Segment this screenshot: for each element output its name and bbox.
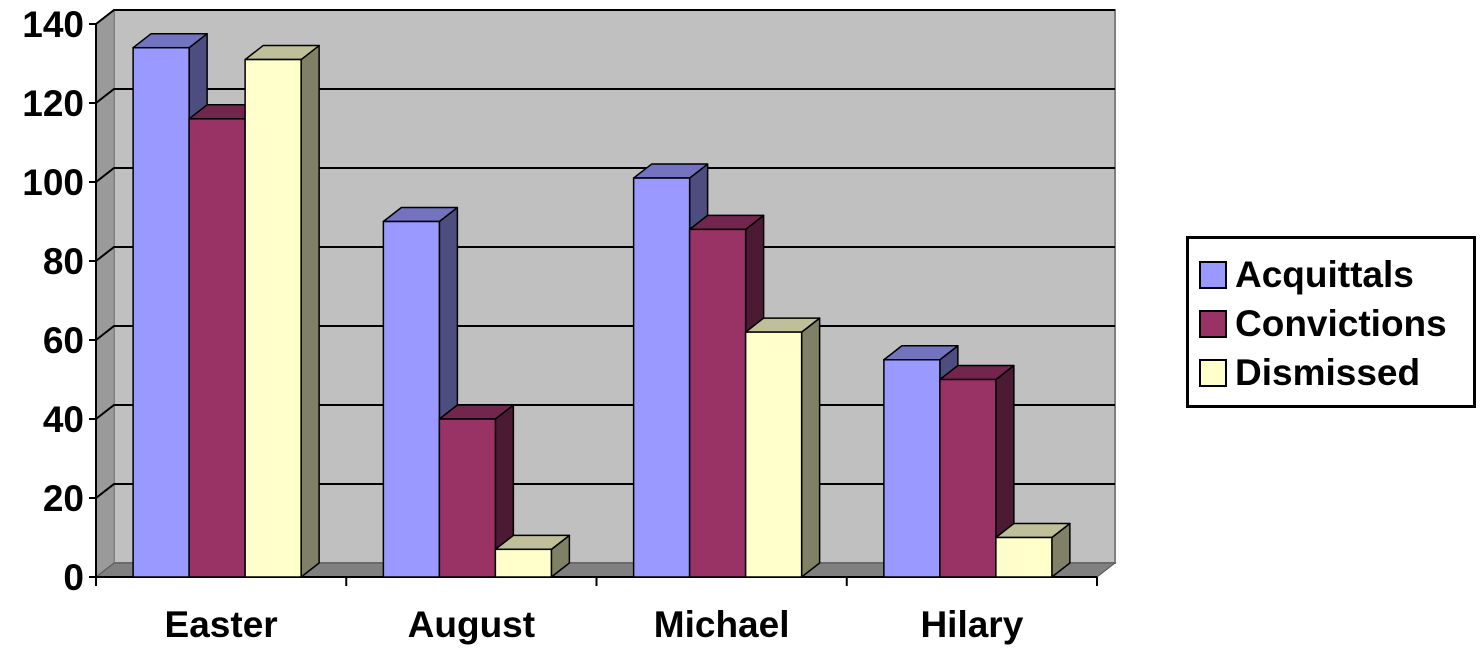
bar-side-face	[800, 317, 821, 578]
y-tick-label: 40	[43, 399, 84, 440]
x-category-label: Michael	[654, 604, 790, 645]
x-category-label: Hilary	[920, 604, 1023, 645]
bar-dismissed-august	[494, 534, 571, 578]
bar-dismissed-easter	[244, 44, 320, 578]
x-category-label: August	[408, 604, 535, 645]
y-tick-label: 0	[63, 557, 84, 598]
legend-item-dismissed: Dismissed	[1199, 352, 1421, 393]
legend-swatch-acquittals	[1199, 261, 1227, 289]
y-tick-label: 140	[22, 4, 84, 45]
bar-front-face	[939, 378, 997, 578]
gridline	[95, 246, 1115, 262]
bar-convictions-august	[438, 404, 515, 578]
legend-swatch-dismissed	[1199, 359, 1227, 387]
y-tick-label: 60	[43, 320, 84, 361]
bar-front-face	[995, 536, 1053, 578]
x-category-label: Easter	[165, 604, 278, 645]
bar-dismissed-michael	[744, 317, 821, 578]
legend-label-dismissed: Dismissed	[1235, 352, 1421, 393]
y-tick-label: 20	[43, 478, 84, 519]
y-tick-label: 120	[22, 83, 84, 124]
legend-label-convictions: Convictions	[1235, 303, 1447, 344]
legend-item-convictions: Convictions	[1199, 303, 1447, 344]
bar-front-face	[382, 220, 441, 578]
bar-front-face	[438, 418, 497, 578]
bar-side-face	[300, 44, 320, 578]
bar-front-face	[244, 58, 302, 578]
bar-convictions-hilary	[939, 364, 1015, 578]
legend-item-acquittals: Acquittals	[1199, 254, 1414, 295]
bar-front-face	[494, 548, 553, 578]
bar-dismissed-hilary	[995, 522, 1071, 578]
bar-front-face	[883, 359, 941, 578]
legend: Acquittals Convictions Dismissed	[1186, 236, 1476, 408]
bar-front-face	[744, 331, 803, 578]
gridline	[95, 9, 1115, 25]
legend-swatch-convictions	[1199, 310, 1227, 338]
bar-front-face	[132, 46, 190, 578]
gridline	[95, 88, 1115, 104]
bar-front-face	[632, 177, 691, 578]
legend-label-acquittals: Acquittals	[1235, 254, 1414, 295]
bar-front-face	[688, 228, 747, 578]
y-tick-label: 80	[43, 241, 84, 282]
bar-front-face	[188, 118, 246, 578]
gridline	[95, 167, 1115, 183]
y-tick-label: 100	[22, 162, 84, 203]
